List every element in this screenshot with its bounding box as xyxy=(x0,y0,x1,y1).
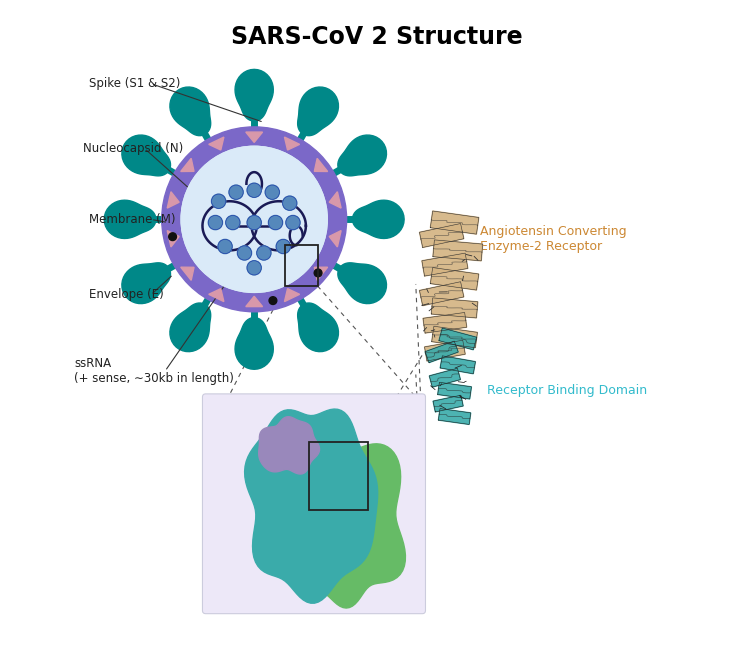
Polygon shape xyxy=(277,438,406,608)
Circle shape xyxy=(276,239,290,254)
FancyBboxPatch shape xyxy=(203,394,425,614)
Polygon shape xyxy=(259,417,320,474)
Polygon shape xyxy=(422,253,468,276)
Circle shape xyxy=(225,215,240,230)
Polygon shape xyxy=(167,192,179,208)
Polygon shape xyxy=(246,296,262,306)
Polygon shape xyxy=(170,87,210,136)
Polygon shape xyxy=(209,137,224,150)
Polygon shape xyxy=(425,341,458,363)
Polygon shape xyxy=(419,282,464,306)
Polygon shape xyxy=(209,289,224,302)
Polygon shape xyxy=(314,267,328,280)
Polygon shape xyxy=(181,158,194,171)
Polygon shape xyxy=(298,87,339,136)
Polygon shape xyxy=(122,135,170,176)
Polygon shape xyxy=(284,289,299,302)
Circle shape xyxy=(283,196,297,211)
Polygon shape xyxy=(104,200,156,239)
Polygon shape xyxy=(438,382,471,399)
Text: ssRNA
(+ sense, ∼30kb in length): ssRNA (+ sense, ∼30kb in length) xyxy=(75,357,234,385)
Polygon shape xyxy=(167,231,179,247)
Circle shape xyxy=(257,246,271,260)
Circle shape xyxy=(169,233,176,241)
Polygon shape xyxy=(429,368,461,387)
Polygon shape xyxy=(122,263,170,304)
Circle shape xyxy=(162,127,347,312)
Text: Receptor Binding Domain: Receptor Binding Domain xyxy=(487,384,647,397)
Polygon shape xyxy=(170,303,210,351)
Polygon shape xyxy=(329,231,341,247)
Polygon shape xyxy=(338,135,387,176)
Polygon shape xyxy=(423,312,467,333)
Polygon shape xyxy=(298,303,339,351)
Circle shape xyxy=(212,194,225,209)
Polygon shape xyxy=(235,69,273,121)
Circle shape xyxy=(229,185,244,200)
Polygon shape xyxy=(431,267,479,290)
Polygon shape xyxy=(433,395,463,412)
Circle shape xyxy=(247,215,262,230)
Text: Envelope (E): Envelope (E) xyxy=(89,288,164,301)
Polygon shape xyxy=(419,224,464,248)
Circle shape xyxy=(247,183,262,198)
Circle shape xyxy=(268,215,283,230)
Polygon shape xyxy=(329,192,341,208)
Polygon shape xyxy=(181,267,194,280)
Text: Angiotensin Converting
Enzyme-2 Receptor: Angiotensin Converting Enzyme-2 Receptor xyxy=(480,225,627,253)
Text: Spike (S1 & S2): Spike (S1 & S2) xyxy=(89,77,181,90)
Circle shape xyxy=(286,215,300,230)
Polygon shape xyxy=(438,409,470,424)
Polygon shape xyxy=(244,409,378,603)
Polygon shape xyxy=(433,240,483,261)
Polygon shape xyxy=(338,263,387,304)
Polygon shape xyxy=(246,132,262,142)
Polygon shape xyxy=(431,298,478,318)
Circle shape xyxy=(208,215,222,230)
Polygon shape xyxy=(425,340,465,361)
Circle shape xyxy=(265,185,280,200)
Text: Nucleocapsid (N): Nucleocapsid (N) xyxy=(83,141,183,155)
Circle shape xyxy=(269,297,277,304)
Polygon shape xyxy=(439,328,477,349)
Bar xyxy=(309,442,368,511)
Polygon shape xyxy=(431,211,479,234)
Polygon shape xyxy=(432,326,477,348)
Polygon shape xyxy=(440,356,476,374)
Text: Membrane (M): Membrane (M) xyxy=(89,213,176,226)
Bar xyxy=(285,245,317,286)
Circle shape xyxy=(247,261,262,275)
Polygon shape xyxy=(352,200,404,239)
Circle shape xyxy=(238,246,252,260)
Circle shape xyxy=(181,146,327,292)
Circle shape xyxy=(314,269,322,277)
Polygon shape xyxy=(235,318,273,369)
Polygon shape xyxy=(314,158,328,171)
Text: SARS-CoV 2 Structure: SARS-CoV 2 Structure xyxy=(231,25,523,50)
Circle shape xyxy=(218,239,232,254)
Polygon shape xyxy=(284,137,299,150)
Circle shape xyxy=(181,146,327,292)
